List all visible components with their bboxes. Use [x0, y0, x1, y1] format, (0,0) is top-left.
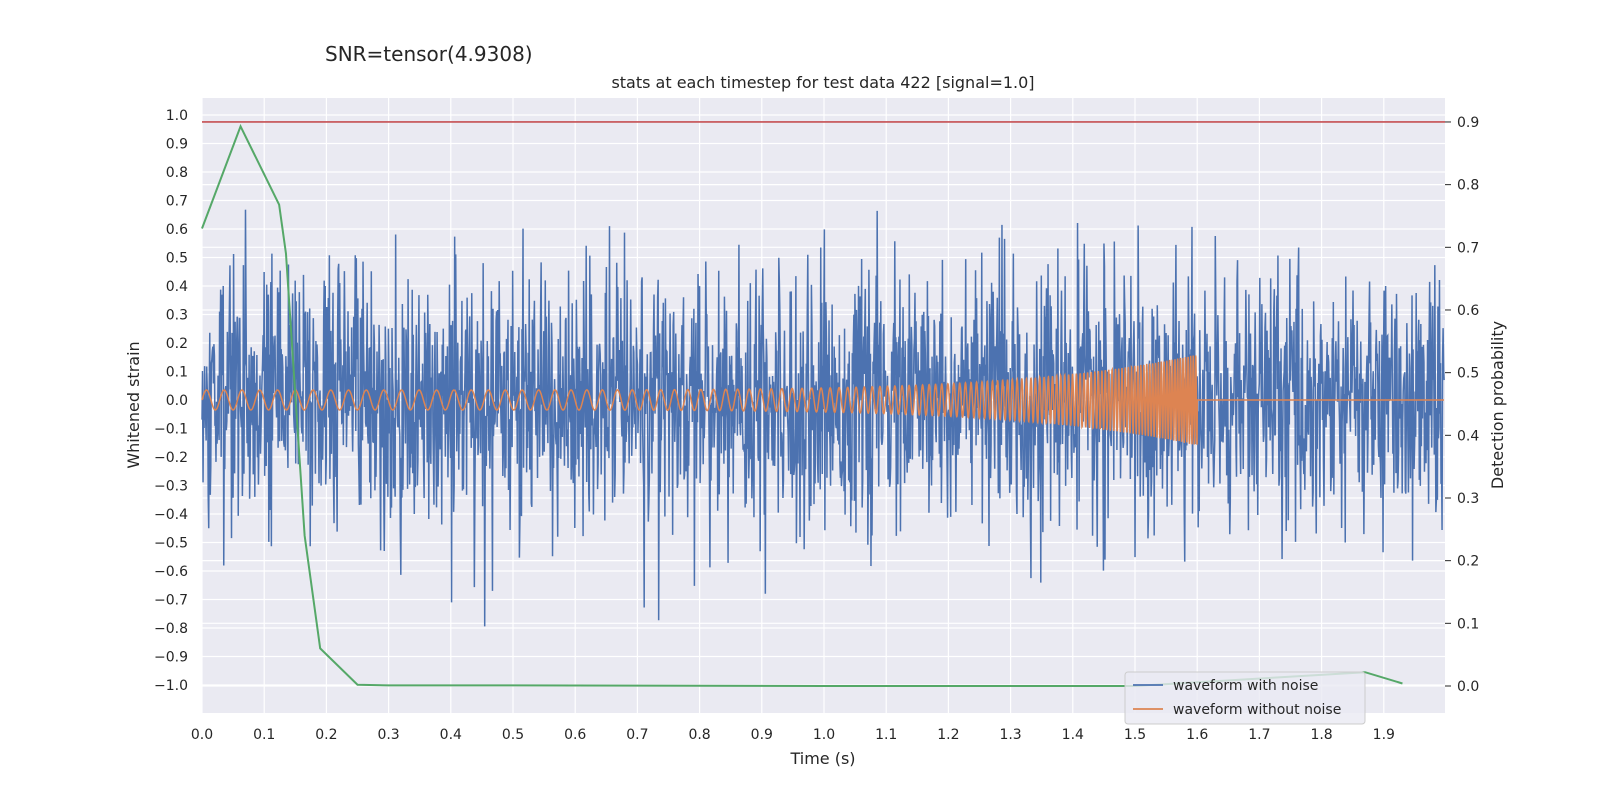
- x-tick-label: 0.3: [377, 727, 399, 743]
- x-tick-label: 0.7: [626, 727, 648, 743]
- y-tick-label: −0.8: [154, 621, 188, 637]
- x-tick-label: 1.7: [1248, 727, 1270, 743]
- y-tick-label: −0.1: [154, 422, 188, 438]
- clean-waveform-path: [201, 355, 1445, 445]
- x-tick-label: 0.9: [751, 727, 773, 743]
- x-tick-label: 1.4: [1062, 727, 1084, 743]
- y-tick-label: 0.9: [166, 137, 188, 153]
- legend-label-noise: waveform with noise: [1173, 678, 1318, 694]
- y-right-tick-label: 0.4: [1457, 428, 1479, 444]
- y-tick-label: −0.3: [154, 479, 188, 495]
- y-right-tick-label: 0.0: [1457, 679, 1479, 695]
- x-tick-label: 0.6: [564, 727, 586, 743]
- x-tick-label: 1.3: [999, 727, 1021, 743]
- y-right-tick-label: 0.2: [1457, 554, 1479, 570]
- y-tick-label: −1.0: [154, 678, 188, 694]
- grid: [201, 98, 1445, 713]
- y-right-tick-label: 0.9: [1457, 115, 1479, 131]
- x-tick-label: 0.0: [191, 727, 213, 743]
- y-tick-label: 0.7: [166, 194, 188, 210]
- y-tick-label: −0.2: [154, 450, 188, 466]
- y-tick-label: 0.6: [166, 222, 188, 238]
- series-waveform-without-noise: [201, 355, 1445, 445]
- x-tick-label: 0.2: [315, 727, 337, 743]
- y-axis-ticks: 1.0 0.9 0.8 0.7 0.6 0.5 0.4 0.3 0.2 0.1 0.0 −0.1 −0.…: [154, 108, 188, 694]
- y-right-tick-label: 0.1: [1457, 616, 1479, 632]
- x-tick-label: 0.4: [440, 727, 462, 743]
- y-axis-label: Whitened strain: [124, 341, 143, 468]
- y-tick-label: 0.0: [166, 393, 188, 409]
- x-tick-label: 1.2: [937, 727, 959, 743]
- y-tick-label: 0.5: [166, 251, 188, 267]
- x-tick-label: 1.5: [1124, 727, 1146, 743]
- y-tick-label: −0.9: [154, 650, 188, 666]
- y-tick-label: 0.4: [166, 279, 188, 295]
- legend-label-clean: waveform without noise: [1173, 702, 1341, 718]
- y-right-tick-label: 0.7: [1457, 240, 1479, 256]
- y-tick-label: 0.2: [166, 336, 188, 352]
- x-tick-label: 1.9: [1373, 727, 1395, 743]
- y-axis-right-label: Detection probability: [1488, 321, 1507, 489]
- y-tick-label: −0.7: [154, 593, 188, 609]
- y-right-tick-label: 0.3: [1457, 491, 1479, 507]
- y-tick-label: −0.4: [154, 507, 188, 523]
- x-tick-label: 1.0: [813, 727, 835, 743]
- x-tick-label: 0.1: [253, 727, 275, 743]
- x-tick-label: 1.6: [1186, 727, 1208, 743]
- y-tick-label: 0.8: [166, 165, 188, 181]
- suptitle: SNR=tensor(4.9308): [325, 42, 533, 66]
- y-tick-label: 1.0: [166, 108, 188, 124]
- y-right-tick-label: 0.6: [1457, 303, 1479, 319]
- x-axis-ticks: 0.0 0.1 0.2 0.3 0.4 0.5 0.6 0.7 0.8 0.9 1.0 1.1 1.2 1…: [191, 727, 1395, 743]
- y-right-tick-label: 0.8: [1457, 178, 1479, 194]
- legend-box: [1124, 671, 1366, 725]
- y-tick-label: 0.3: [166, 308, 188, 324]
- x-tick-label: 1.1: [875, 727, 897, 743]
- y-tick-label: −0.5: [154, 536, 188, 552]
- chart-title: stats at each timestep for test data 422…: [611, 73, 1034, 92]
- x-tick-label: 1.8: [1310, 727, 1332, 743]
- y-tick-label: 0.1: [166, 365, 188, 381]
- noise-waveform-path: [201, 209, 1445, 627]
- y-axis-right-ticks: 0.9 0.8 0.7 0.6 0.5 0.4 0.3 0.2 0.1 0.0: [1445, 115, 1479, 695]
- y-tick-label: −0.6: [154, 564, 188, 580]
- x-axis-label: Time (s): [789, 749, 855, 768]
- x-tick-label: 0.8: [688, 727, 710, 743]
- legend: waveform with noise waveform without noi…: [1124, 671, 1366, 725]
- y-right-tick-label: 0.5: [1457, 366, 1479, 382]
- series-waveform-with-noise: [201, 209, 1445, 627]
- x-tick-label: 0.5: [502, 727, 524, 743]
